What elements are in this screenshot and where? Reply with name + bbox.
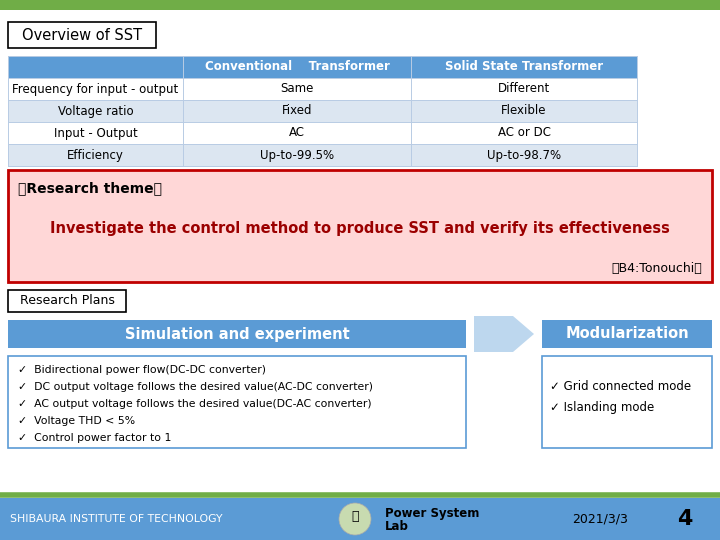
Text: Overview of SST: Overview of SST [22,28,142,43]
Text: Modularization: Modularization [565,327,689,341]
Bar [8,100,637,122]
Bar [8,22,156,48]
Polygon shape [474,316,534,352]
Text: ✓ Grid connected mode: ✓ Grid connected mode [550,380,691,393]
Text: Power System: Power System [385,508,480,521]
Text: ✓  Voltage THD < 5%: ✓ Voltage THD < 5% [18,416,135,426]
Text: Fixed: Fixed [282,105,312,118]
Bar [8,170,712,282]
Bar [8,320,466,348]
Text: 2021/3/3: 2021/3/3 [572,512,628,525]
Bar [8,56,637,78]
Text: Lab: Lab [385,519,409,532]
Bar [8,356,466,448]
Text: Investigate the control method to produce SST and verify its effectiveness: Investigate the control method to produc… [50,220,670,235]
Bar [8,122,637,144]
Text: Same: Same [280,83,314,96]
Text: Frequency for input - output: Frequency for input - output [12,83,179,96]
Text: 🏛: 🏛 [351,510,359,523]
Text: Up-to-99.5%: Up-to-99.5% [260,148,334,161]
Text: SHIBAURA INSTITUTE OF TECHNOLOGY: SHIBAURA INSTITUTE OF TECHNOLOGY [10,514,222,524]
Text: Flexible: Flexible [501,105,546,118]
Text: Different: Different [498,83,550,96]
Circle shape [339,503,371,535]
Text: ✓  Bidirectional power flow(DC-DC converter): ✓ Bidirectional power flow(DC-DC convert… [18,365,266,375]
Text: Up-to-98.7%: Up-to-98.7% [487,148,561,161]
Bar [0,498,720,540]
Text: AC or DC: AC or DC [498,126,551,139]
Bar [0,0,720,10]
Text: ✓ Islanding mode: ✓ Islanding mode [550,402,654,415]
Text: Simulation and experiment: Simulation and experiment [125,327,349,341]
Bar [542,356,712,448]
Text: Solid State Transformer: Solid State Transformer [445,60,603,73]
Text: ✓  AC output voltage follows the desired value(DC-AC converter): ✓ AC output voltage follows the desired … [18,399,372,409]
Bar [542,320,712,348]
Text: Conventional    Transformer: Conventional Transformer [204,60,390,73]
Text: ✓  Control power factor to 1: ✓ Control power factor to 1 [18,433,171,443]
Text: Voltage ratio: Voltage ratio [58,105,133,118]
Bar [8,290,126,312]
Text: ✓  DC output voltage follows the desired value(AC-DC converter): ✓ DC output voltage follows the desired … [18,382,373,392]
Bar [8,144,637,166]
Text: （B4:Tonouchi）: （B4:Tonouchi） [611,261,702,274]
Text: Efficiency: Efficiency [67,148,124,161]
Text: AC: AC [289,126,305,139]
Text: Input - Output: Input - Output [53,126,138,139]
Text: 【Research theme】: 【Research theme】 [18,181,162,195]
Text: 4: 4 [678,509,693,529]
Bar [8,78,637,100]
Text: Research Plans: Research Plans [19,294,114,307]
